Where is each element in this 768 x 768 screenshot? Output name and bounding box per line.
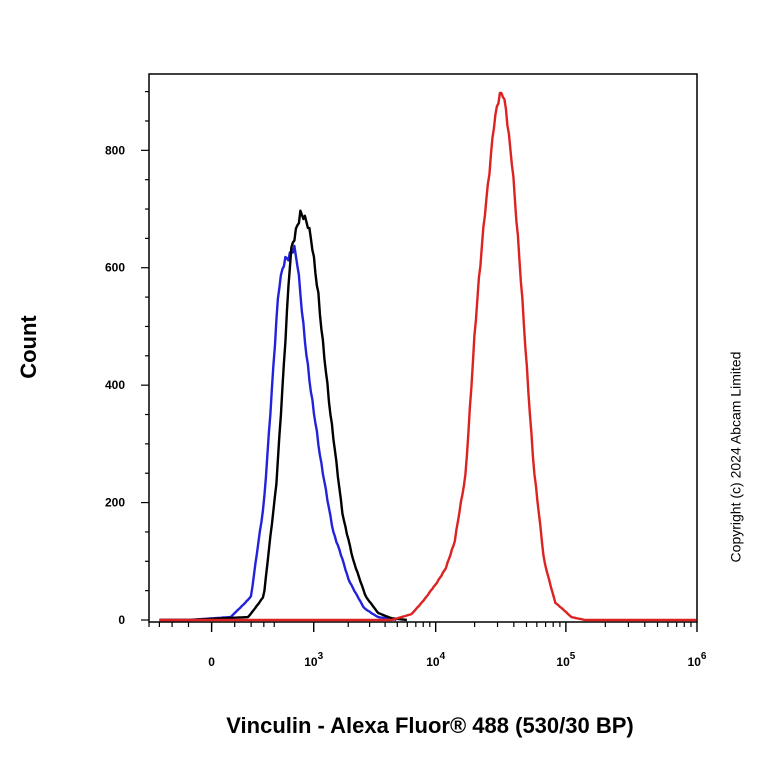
- y-tick-label: 600: [105, 261, 125, 275]
- x-tick-label: 0: [208, 655, 215, 669]
- y-tick-label: 800: [105, 143, 125, 157]
- x-tick-label: 105: [556, 651, 575, 669]
- x-tick-label: 104: [426, 651, 445, 669]
- x-tick-label: 106: [688, 651, 707, 669]
- x-axis-title: Vinculin - Alexa Fluor® 488 (530/30 BP): [226, 713, 633, 738]
- plot-frame: [148, 73, 698, 623]
- histogram-series-line: [159, 91, 697, 622]
- y-tick-label: 0: [118, 613, 125, 627]
- series-layer: [159, 91, 697, 622]
- y-tick-label: 400: [105, 378, 125, 392]
- y-tick-label: 200: [105, 496, 125, 510]
- copyright-annotation: Copyright (c) 2024 Abcam Limited: [728, 352, 744, 563]
- y-axis-title: Count: [16, 315, 41, 379]
- x-axis-ticks: 0 103 104 105 106: [148, 622, 707, 669]
- y-axis-ticks: 0 200 400 600 800: [105, 91, 149, 627]
- x-tick-label: 103: [304, 651, 323, 669]
